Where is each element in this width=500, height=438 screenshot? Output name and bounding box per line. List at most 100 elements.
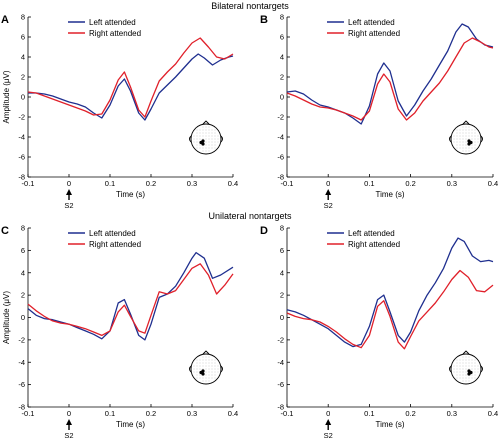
electrode-dot — [208, 380, 210, 382]
electrode-dot — [214, 362, 216, 364]
row-title: Bilateral nontargets — [211, 1, 289, 11]
electrode-dot — [471, 138, 473, 140]
electrode-dot — [456, 359, 458, 361]
electrode-dot — [465, 374, 467, 376]
head-nose — [202, 120, 210, 125]
electrode-dot — [459, 144, 461, 146]
electrode-dot — [456, 129, 458, 131]
y-tick-label: -8 — [277, 403, 284, 412]
electrode-dot — [205, 126, 207, 128]
electrode-dot — [459, 359, 461, 361]
series-line-left-attended — [28, 53, 234, 121]
electrode-dot — [459, 374, 461, 376]
electrode-dot — [199, 147, 201, 149]
electrode-dot — [205, 356, 207, 358]
y-tick-label: 4 — [280, 268, 284, 277]
y-tick-label: 2 — [280, 73, 284, 82]
head-ear-left — [189, 135, 192, 143]
y-tick-label: -2 — [277, 335, 284, 344]
electrode-dot — [465, 138, 467, 140]
electrode-dot — [465, 144, 467, 146]
electrode-dot — [208, 374, 210, 376]
head-electrode-icon — [449, 350, 483, 385]
x-axis-label: Time (s) — [375, 190, 404, 199]
y-tick-label: -8 — [18, 403, 25, 412]
electrode-dot — [465, 371, 467, 373]
electrode-dot — [193, 365, 195, 367]
electrode-dot — [468, 356, 470, 358]
electrode-dot — [208, 377, 210, 379]
electrode-dot — [465, 129, 467, 131]
electrode-dot — [456, 374, 458, 376]
electrode-dot — [456, 147, 458, 149]
electrode-dot — [214, 135, 216, 137]
electrode-dot — [474, 362, 476, 364]
series-line-left-attended — [27, 251, 234, 341]
panel-a: A -8 -6 -4 -2 0 2 4 6 8 -0.1 0 0.1 0.2 0.3 0.4 Time (s) A… — [1, 13, 238, 210]
electrode-dot — [208, 365, 210, 367]
electrode-dot — [193, 371, 195, 373]
electrode-dot — [471, 135, 473, 137]
electrode-dot — [205, 147, 207, 149]
electrode-dot — [474, 374, 476, 376]
electrode-dot — [453, 371, 455, 373]
y-tick-label: 0 — [280, 313, 284, 322]
electrode-dot — [462, 135, 464, 137]
series-line-right-attended — [27, 37, 234, 118]
electrode-dot — [205, 362, 207, 364]
x-tick-label: 0 — [67, 409, 71, 418]
electrode-dot — [459, 365, 461, 367]
electrode-dot — [456, 362, 458, 364]
electrode-dot — [196, 147, 198, 149]
electrode-dot — [202, 135, 204, 137]
electrode-dot — [202, 138, 204, 140]
legend-label: Right attended — [89, 240, 141, 249]
electrode-dot — [214, 371, 216, 373]
electrode-dot — [202, 380, 204, 382]
highlight-electrode — [469, 370, 473, 375]
electrode-dot — [196, 377, 198, 379]
y-tick-label: -6 — [277, 380, 284, 389]
electrode-dot — [462, 368, 464, 370]
panel-letter: B — [260, 14, 268, 26]
legend-label: Left attended — [348, 229, 395, 238]
electrode-dot — [214, 359, 216, 361]
electrode-dot — [208, 135, 210, 137]
electrode-dot — [205, 150, 207, 152]
x-axis-label: Time (s) — [116, 190, 145, 199]
s2-label: S2 — [64, 431, 73, 438]
electrode-dot — [462, 371, 464, 373]
electrode-dot — [196, 138, 198, 140]
highlight-electrode — [469, 140, 473, 145]
electrode-dot — [196, 371, 198, 373]
electrode-dot — [205, 135, 207, 137]
electrode-dot — [453, 141, 455, 143]
electrode-dot — [211, 377, 213, 379]
electrode-dot — [474, 147, 476, 149]
electrode-dot — [453, 138, 455, 140]
electrode-dot — [474, 138, 476, 140]
electrode-dot — [196, 359, 198, 361]
head-electrode-icon — [189, 120, 223, 155]
electrode-dot — [477, 371, 479, 373]
x-tick-label: 0.4 — [228, 179, 238, 188]
electrode-dot — [465, 135, 467, 137]
electrode-dot — [199, 129, 201, 131]
electrode-dot — [199, 377, 201, 379]
x-tick-label: 0.1 — [105, 179, 115, 188]
series-line-left-attended — [286, 237, 494, 348]
electrode-dot — [459, 147, 461, 149]
electrode-dot — [193, 135, 195, 137]
electrode-dot — [211, 359, 213, 361]
electrode-dot — [456, 368, 458, 370]
electrode-dot — [202, 129, 204, 131]
electrode-dot — [205, 377, 207, 379]
electrode-dot — [456, 135, 458, 137]
electrode-dot — [217, 141, 219, 143]
electrode-dot — [205, 144, 207, 146]
electrode-dot — [471, 147, 473, 149]
x-tick-label: -0.1 — [281, 409, 294, 418]
electrode-dot — [474, 359, 476, 361]
electrode-dot — [211, 129, 213, 131]
